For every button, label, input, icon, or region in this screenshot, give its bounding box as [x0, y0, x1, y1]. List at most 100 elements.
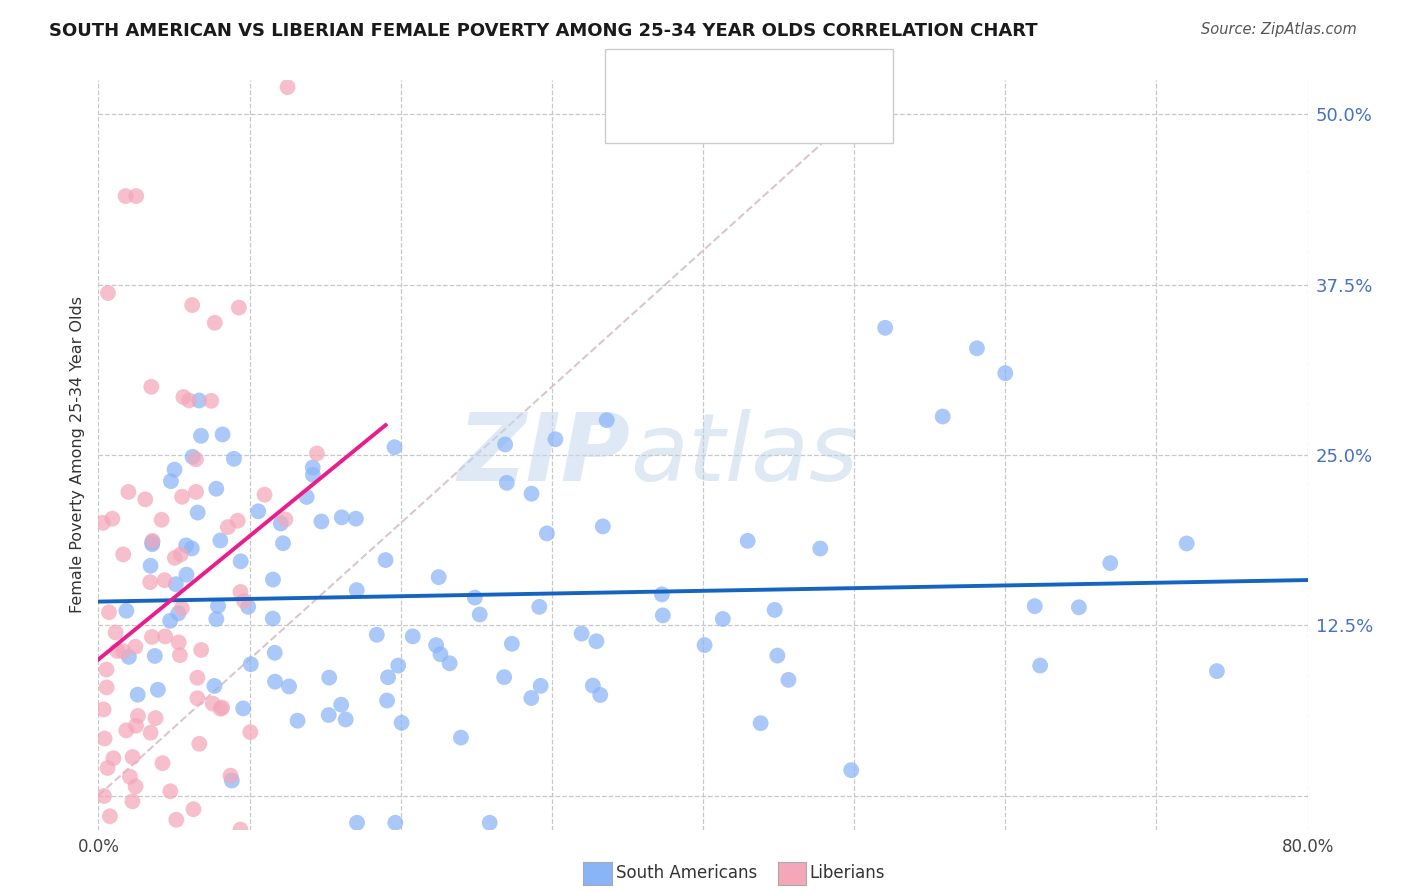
Text: N =: N = [762, 110, 801, 128]
Point [165, 577, 187, 591]
Text: 73: 73 [794, 110, 820, 128]
Point [229, 554, 252, 568]
Point [544, 432, 567, 446]
Point [305, 446, 328, 460]
Point [1029, 658, 1052, 673]
Point [112, 548, 135, 562]
Point [346, 583, 368, 598]
Point [229, 585, 252, 599]
Point [143, 648, 166, 663]
Point [468, 607, 491, 622]
Point [375, 693, 398, 707]
Point [262, 573, 284, 587]
Point [141, 533, 163, 548]
Point [589, 688, 612, 702]
Point [141, 537, 163, 551]
Point [530, 679, 553, 693]
Point [278, 680, 301, 694]
Point [121, 794, 143, 808]
Point [263, 646, 285, 660]
Point [330, 698, 353, 712]
Text: Liberians: Liberians [810, 864, 886, 882]
Point [763, 603, 786, 617]
Point [96, 681, 118, 695]
Point [91, 516, 114, 530]
Point [118, 649, 141, 664]
Point [163, 463, 186, 477]
Point [153, 629, 176, 643]
Point [176, 567, 198, 582]
Text: 107: 107 [794, 71, 832, 89]
Point [346, 815, 368, 830]
Point [271, 536, 294, 550]
Point [318, 671, 340, 685]
Point [190, 643, 212, 657]
Point [115, 604, 138, 618]
Point [93, 731, 115, 746]
Point [247, 504, 270, 518]
Text: South Americans: South Americans [616, 864, 756, 882]
Point [204, 316, 226, 330]
Point [201, 697, 224, 711]
Point [167, 607, 190, 621]
Point [592, 519, 614, 533]
Point [931, 409, 953, 424]
Point [427, 570, 450, 584]
Point [170, 601, 193, 615]
Point [737, 533, 759, 548]
Point [253, 488, 276, 502]
Point [139, 558, 162, 573]
Point [98, 605, 121, 619]
Point [159, 614, 181, 628]
Point [186, 671, 208, 685]
Point [124, 640, 146, 654]
Point [301, 460, 323, 475]
Point [139, 575, 162, 590]
Point [101, 511, 124, 525]
Point [585, 634, 607, 648]
Text: Source: ZipAtlas.com: Source: ZipAtlas.com [1201, 22, 1357, 37]
Point [529, 599, 551, 614]
Point [141, 630, 163, 644]
Point [277, 80, 299, 95]
Point [239, 657, 262, 672]
Text: R =: R = [661, 110, 700, 128]
Point [187, 506, 209, 520]
Point [152, 756, 174, 771]
Point [183, 802, 205, 816]
Point [184, 484, 207, 499]
Point [222, 451, 245, 466]
Text: ZIP: ZIP [457, 409, 630, 501]
Point [211, 427, 233, 442]
Point [219, 769, 242, 783]
Text: 0.084: 0.084 [693, 71, 751, 89]
Point [439, 657, 461, 671]
Point [229, 822, 252, 837]
Point [211, 700, 233, 714]
Point [384, 440, 406, 454]
Point [181, 298, 204, 312]
Point [377, 670, 399, 684]
Point [104, 625, 127, 640]
Point [495, 475, 517, 490]
Point [125, 719, 148, 733]
Text: R =: R = [661, 71, 700, 89]
Point [366, 628, 388, 642]
Point [209, 702, 232, 716]
Point [374, 553, 396, 567]
Point [402, 629, 425, 643]
Point [501, 637, 523, 651]
Point [117, 485, 139, 500]
Point [124, 780, 146, 794]
Point [146, 682, 169, 697]
Point [127, 709, 149, 723]
Point [180, 541, 202, 556]
Point [93, 789, 115, 803]
Point [188, 393, 211, 408]
Point [270, 516, 292, 531]
Point [1175, 536, 1198, 550]
Point [429, 647, 451, 661]
Point [186, 691, 208, 706]
Point [425, 638, 447, 652]
Y-axis label: Female Poverty Among 25-34 Year Olds: Female Poverty Among 25-34 Year Olds [70, 296, 86, 614]
